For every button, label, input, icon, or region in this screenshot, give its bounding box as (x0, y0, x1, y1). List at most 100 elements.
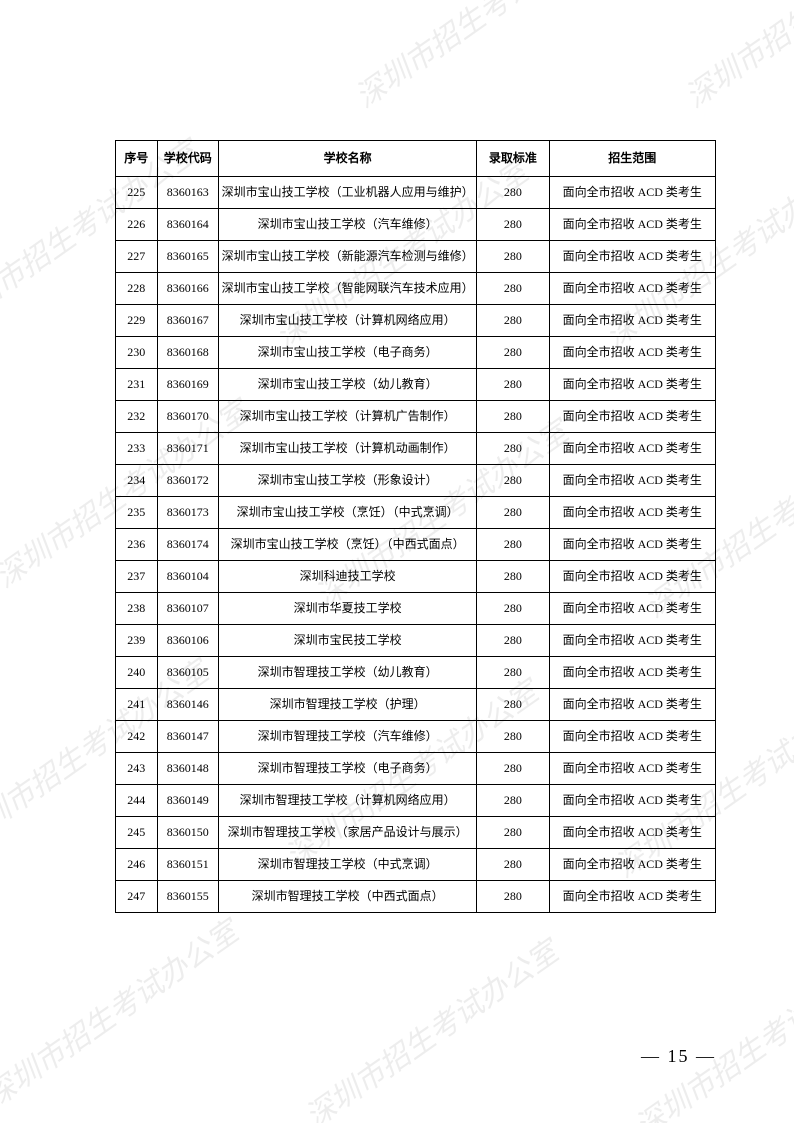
table-cell: 280 (477, 305, 549, 337)
table-cell: 面向全市招收 ACD 类考生 (549, 817, 715, 849)
table-row: 2378360104深圳科迪技工学校280面向全市招收 ACD 类考生 (116, 561, 716, 593)
table-row: 2278360165深圳市宝山技工学校（新能源汽车检测与维修）280面向全市招收… (116, 241, 716, 273)
table-row: 2478360155深圳市智理技工学校（中西式面点）280面向全市招收 ACD … (116, 881, 716, 913)
table-cell: 面向全市招收 ACD 类考生 (549, 369, 715, 401)
table-cell: 280 (477, 465, 549, 497)
table-cell: 深圳市智理技工学校（计算机网络应用） (218, 785, 476, 817)
watermark-text: 深圳市招生考试办公室 (345, 0, 616, 116)
table-cell: 280 (477, 369, 549, 401)
table-cell: 8360174 (157, 529, 218, 561)
table-cell: 8360150 (157, 817, 218, 849)
table-cell: 8360151 (157, 849, 218, 881)
watermark-text: 深圳市招生考试办公室 (675, 0, 794, 116)
page-number: — 15 — (641, 1046, 716, 1067)
col-header-name: 学校名称 (218, 141, 476, 177)
table-cell: 226 (116, 209, 158, 241)
table-row: 2258360163深圳市宝山技工学校（工业机器人应用与维护）280面向全市招收… (116, 177, 716, 209)
table-cell: 280 (477, 881, 549, 913)
table-cell: 8360173 (157, 497, 218, 529)
table-cell: 235 (116, 497, 158, 529)
table-cell: 8360165 (157, 241, 218, 273)
table-cell: 面向全市招收 ACD 类考生 (549, 433, 715, 465)
table-cell: 面向全市招收 ACD 类考生 (549, 561, 715, 593)
table-cell: 240 (116, 657, 158, 689)
table-row: 2328360170深圳市宝山技工学校（计算机广告制作）280面向全市招收 AC… (116, 401, 716, 433)
table-cell: 深圳市智理技工学校（护理） (218, 689, 476, 721)
table-row: 2358360173深圳市宝山技工学校（烹饪）（中式烹调）280面向全市招收 A… (116, 497, 716, 529)
table-cell: 237 (116, 561, 158, 593)
table-cell: 深圳市智理技工学校（中式烹调） (218, 849, 476, 881)
table-cell: 面向全市招收 ACD 类考生 (549, 721, 715, 753)
table-cell: 280 (477, 337, 549, 369)
table-cell: 深圳市宝山技工学校（电子商务） (218, 337, 476, 369)
table-cell: 280 (477, 817, 549, 849)
table-cell: 280 (477, 561, 549, 593)
table-cell: 242 (116, 721, 158, 753)
table-cell: 面向全市招收 ACD 类考生 (549, 753, 715, 785)
table-cell: 8360166 (157, 273, 218, 305)
table-cell: 245 (116, 817, 158, 849)
table-cell: 面向全市招收 ACD 类考生 (549, 529, 715, 561)
table-row: 2418360146深圳市智理技工学校（护理）280面向全市招收 ACD 类考生 (116, 689, 716, 721)
table-cell: 229 (116, 305, 158, 337)
table-cell: 深圳市智理技工学校（家居产品设计与展示） (218, 817, 476, 849)
table-cell: 280 (477, 625, 549, 657)
table-cell: 241 (116, 689, 158, 721)
table-cell: 227 (116, 241, 158, 273)
table-cell: 280 (477, 689, 549, 721)
table-header-row: 序号 学校代码 学校名称 录取标准 招生范围 (116, 141, 716, 177)
table-cell: 280 (477, 433, 549, 465)
table-cell: 8360170 (157, 401, 218, 433)
table-cell: 280 (477, 209, 549, 241)
table-cell: 面向全市招收 ACD 类考生 (549, 881, 715, 913)
table-cell: 面向全市招收 ACD 类考生 (549, 401, 715, 433)
col-header-code: 学校代码 (157, 141, 218, 177)
table-row: 2408360105深圳市智理技工学校（幼儿教育）280面向全市招收 ACD 类… (116, 657, 716, 689)
table-cell: 243 (116, 753, 158, 785)
admission-table: 序号 学校代码 学校名称 录取标准 招生范围 2258360163深圳市宝山技工… (115, 140, 716, 913)
table-cell: 236 (116, 529, 158, 561)
table-row: 2348360172深圳市宝山技工学校（形象设计）280面向全市招收 ACD 类… (116, 465, 716, 497)
table-cell: 247 (116, 881, 158, 913)
table-row: 2318360169深圳市宝山技工学校（幼儿教育）280面向全市招收 ACD 类… (116, 369, 716, 401)
table-cell: 深圳市宝山技工学校（智能网联汽车技术应用） (218, 273, 476, 305)
table-row: 2268360164深圳市宝山技工学校（汽车维修）280面向全市招收 ACD 类… (116, 209, 716, 241)
table-cell: 深圳市宝山技工学校（计算机广告制作） (218, 401, 476, 433)
table-cell: 232 (116, 401, 158, 433)
table-cell: 面向全市招收 ACD 类考生 (549, 465, 715, 497)
table-row: 2368360174深圳市宝山技工学校（烹饪）（中西式面点）280面向全市招收 … (116, 529, 716, 561)
col-header-scope: 招生范围 (549, 141, 715, 177)
table-cell: 230 (116, 337, 158, 369)
table-cell: 246 (116, 849, 158, 881)
table-cell: 280 (477, 401, 549, 433)
table-cell: 面向全市招收 ACD 类考生 (549, 305, 715, 337)
table-row: 2338360171深圳市宝山技工学校（计算机动画制作）280面向全市招收 AC… (116, 433, 716, 465)
table-cell: 233 (116, 433, 158, 465)
table-cell: 280 (477, 593, 549, 625)
table-cell: 面向全市招收 ACD 类考生 (549, 241, 715, 273)
table-cell: 280 (477, 657, 549, 689)
table-cell: 面向全市招收 ACD 类考生 (549, 625, 715, 657)
table-cell: 280 (477, 497, 549, 529)
table-cell: 面向全市招收 ACD 类考生 (549, 689, 715, 721)
table-cell: 面向全市招收 ACD 类考生 (549, 177, 715, 209)
table-body: 2258360163深圳市宝山技工学校（工业机器人应用与维护）280面向全市招收… (116, 177, 716, 913)
table-cell: 8360163 (157, 177, 218, 209)
table-cell: 239 (116, 625, 158, 657)
table-cell: 面向全市招收 ACD 类考生 (549, 593, 715, 625)
table-cell: 280 (477, 753, 549, 785)
table-cell: 244 (116, 785, 158, 817)
page-container: 深圳市招生考试办公室深圳市招生考试办公室深圳市招生考试办公室深圳市招生考试办公室… (0, 0, 794, 1123)
table-cell: 深圳市宝山技工学校（计算机网络应用） (218, 305, 476, 337)
watermark-text: 深圳市招生考试办公室 (295, 928, 566, 1123)
table-row: 2458360150深圳市智理技工学校（家居产品设计与展示）280面向全市招收 … (116, 817, 716, 849)
table-cell: 面向全市招收 ACD 类考生 (549, 785, 715, 817)
table-cell: 280 (477, 273, 549, 305)
table-cell: 280 (477, 241, 549, 273)
table-row: 2398360106深圳市宝民技工学校280面向全市招收 ACD 类考生 (116, 625, 716, 657)
table-cell: 231 (116, 369, 158, 401)
table-cell: 280 (477, 721, 549, 753)
table-row: 2448360149深圳市智理技工学校（计算机网络应用）280面向全市招收 AC… (116, 785, 716, 817)
table-row: 2438360148深圳市智理技工学校（电子商务）280面向全市招收 ACD 类… (116, 753, 716, 785)
table-cell: 8360169 (157, 369, 218, 401)
